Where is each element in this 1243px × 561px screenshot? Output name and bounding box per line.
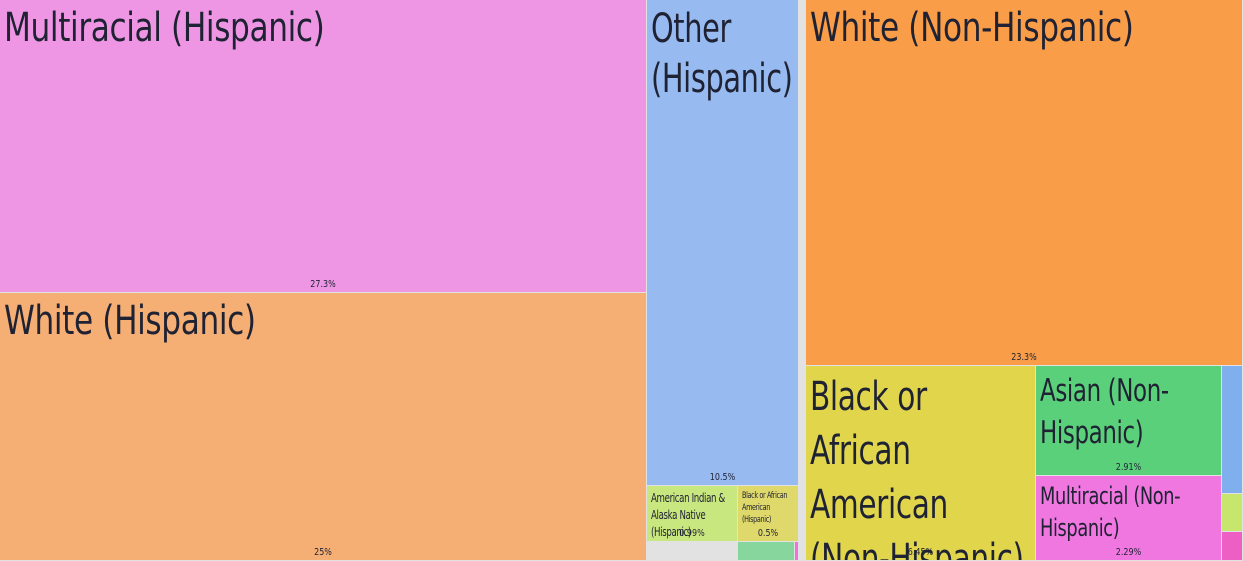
tile-value: 2.29% [1115, 547, 1142, 558]
treemap-tile[interactable] [1222, 494, 1243, 532]
tile-label: American Indian & Alaska Native (Hispani… [651, 491, 725, 539]
tile-label: Other (Hispanic) [651, 6, 793, 102]
tile-label: White (Hispanic) [4, 298, 256, 344]
treemap-tile[interactable]: White (Hispanic) 25% [0, 293, 647, 561]
treemap-tile[interactable] [1222, 366, 1243, 494]
tile-value: 6.45% [907, 547, 934, 558]
treemap-tile[interactable]: Other (Hispanic) 10.5% [647, 0, 799, 486]
treemap-tile[interactable]: Black or African American (Non-Hispanic)… [806, 366, 1036, 561]
tile-label: Black or African American (Hispanic) [742, 491, 788, 525]
tile-label: White (Non-Hispanic) [810, 5, 1134, 51]
treemap-tile[interactable]: Multiracial (Hispanic) 27.3% [0, 0, 647, 293]
tile-value: 27.3% [310, 279, 336, 290]
tile-value: 10.5% [709, 472, 736, 483]
tile-value: 23.3% [1011, 352, 1037, 363]
treemap-tile[interactable]: American Indian & Alaska Native (Hispani… [647, 486, 738, 542]
treemap-tile[interactable] [1222, 532, 1243, 561]
tile-label: Black or African American (Non-Hispanic) [810, 374, 1024, 561]
treemap-tile[interactable] [795, 542, 799, 561]
treemap-tile[interactable]: White (Non-Hispanic) 23.3% [806, 0, 1243, 366]
tile-value: 25% [314, 547, 332, 558]
treemap-tile[interactable]: Black or African American (Hispanic) 0.5% [738, 486, 799, 542]
tile-label: Asian (Non-Hispanic) [1040, 373, 1169, 451]
tile-label: Multiracial (Non-Hispanic) [1040, 482, 1181, 542]
tile-label: Multiracial (Hispanic) [4, 5, 325, 51]
treemap-tile[interactable] [738, 542, 795, 561]
tile-value: 2.91% [1115, 462, 1142, 473]
tile-value: 0.5% [757, 528, 779, 539]
treemap-tile[interactable]: Multiracial (Non-Hispanic) 2.29% [1036, 476, 1222, 561]
tile-value: 0.99% [679, 528, 705, 539]
treemap-tile[interactable]: Asian (Non-Hispanic) 2.91% [1036, 366, 1222, 476]
